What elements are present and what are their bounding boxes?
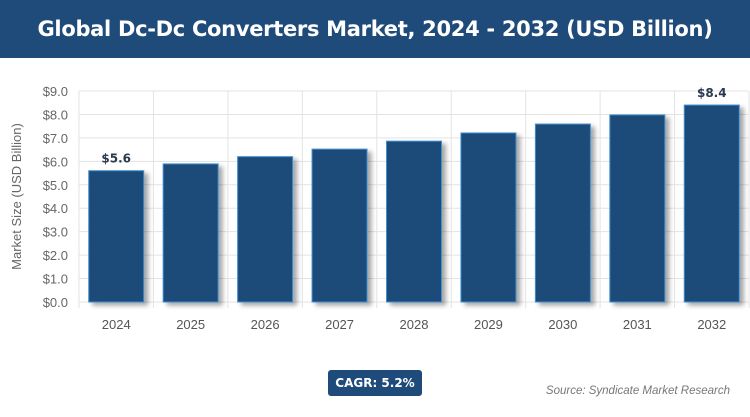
y-tick-label: $4.0 [43, 201, 68, 216]
x-tick-label: 2031 [623, 317, 652, 332]
x-tick-label: 2024 [102, 317, 131, 332]
y-tick-label: $2.0 [43, 248, 68, 263]
x-tick-label: 2032 [697, 317, 726, 332]
bar-2030 [534, 123, 591, 303]
data-label: $5.6 [101, 152, 131, 166]
x-tick-label: 2025 [176, 317, 205, 332]
bar-2028 [386, 140, 442, 303]
y-tick-label: $5.0 [43, 178, 68, 193]
bar-2031 [609, 114, 666, 303]
x-tick-label: 2029 [474, 317, 503, 332]
bar-2026 [237, 156, 294, 303]
x-tick-label: 2026 [251, 317, 280, 332]
x-tick-label: 2028 [400, 317, 429, 332]
y-tick-label: $9.0 [43, 84, 68, 99]
bar-2025 [162, 163, 219, 303]
data-label: $8.4 [697, 86, 727, 100]
y-tick-label: $0.0 [43, 295, 68, 310]
bar-2024 [88, 170, 145, 303]
x-tick-label: 2027 [325, 317, 354, 332]
cagr-badge: CAGR: 5.2% [328, 370, 422, 396]
y-tick-label: $1.0 [43, 272, 68, 287]
source-note: Source: Syndicate Market Research [545, 385, 730, 397]
y-tick-label: $6.0 [43, 154, 68, 169]
y-tick-label: $8.0 [43, 107, 68, 122]
bar-2032 [683, 104, 740, 303]
y-tick-label: $3.0 [43, 225, 68, 240]
y-axis-title: Market Size (USD Billion) [9, 123, 24, 270]
bar-2029 [460, 132, 517, 303]
bar-2027 [311, 148, 368, 303]
x-tick-label: 2030 [548, 317, 577, 332]
bar-chart: $0.0 $1.0 $2.0 $3.0 $4.0 $5.0 $6.0 $7.0 $8.0 $9.0… [9, 84, 750, 332]
title-bar: Global Dc-Dc Converters Market, 2024 - 2… [0, 0, 750, 58]
chart-title: Global Dc-Dc Converters Market, 2024 - 2… [37, 17, 713, 41]
y-tick-label: $7.0 [43, 131, 68, 146]
